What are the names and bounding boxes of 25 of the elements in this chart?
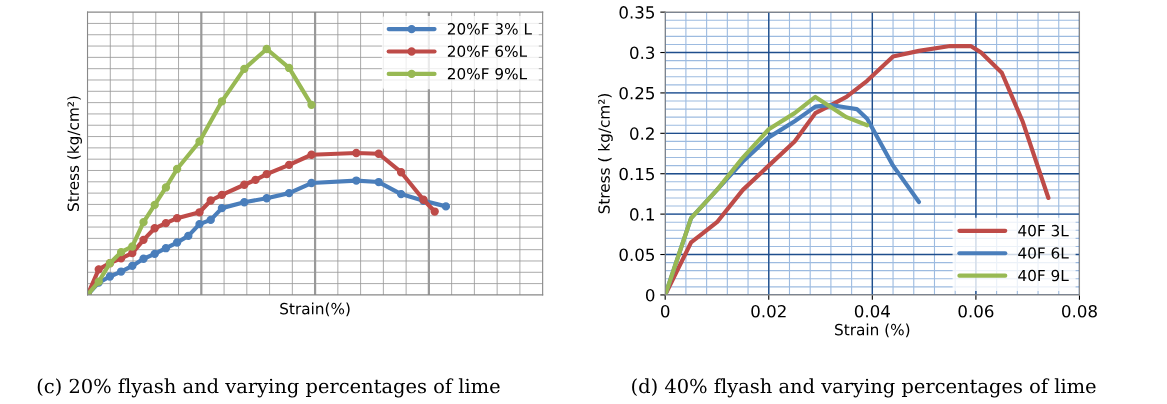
x-tick-label: 0.06 xyxy=(958,304,994,318)
y-tick-label: 0 xyxy=(645,288,655,302)
y-tick-label: 0.1 xyxy=(630,208,654,221)
y-axis-title: Stress ( kg/cm²) xyxy=(598,93,613,214)
y-tick-label: 0.2 xyxy=(630,127,654,140)
x-tick-label: 0 xyxy=(660,304,670,318)
y-axis-title: Stress (kg/cm²) xyxy=(67,96,82,211)
x-tick-label: 0.08 xyxy=(1062,304,1097,318)
text: (c) 20% flyash and varying percentages of lime xyxy=(37,378,500,398)
legend-label: 20%F 6%L xyxy=(447,45,528,58)
y-tick-label: 0.3 xyxy=(630,46,655,60)
text: (d) 40% flyash and varying percentages of lime xyxy=(632,378,1096,398)
x-tick-label: 0.02 xyxy=(751,304,786,318)
y-tick-label: 0.35 xyxy=(619,6,655,19)
y-tick-label: 0.25 xyxy=(619,86,655,100)
legend-label: 40F 6L xyxy=(1018,247,1069,259)
legend-label: 40F 3L xyxy=(1018,224,1069,237)
y-tick-label: 0.05 xyxy=(619,248,655,262)
legend-label: 20%F 3% L xyxy=(447,23,532,35)
x-tick-label: 0.04 xyxy=(854,304,890,318)
x-axis-title: Strain(%) xyxy=(280,302,350,317)
legend-label: 40F 9L xyxy=(1018,269,1069,282)
x-axis-title: Strain (%) xyxy=(835,323,910,338)
legend-label: 20%F 9%L xyxy=(447,67,528,80)
y-tick-label: 0.15 xyxy=(619,167,655,181)
